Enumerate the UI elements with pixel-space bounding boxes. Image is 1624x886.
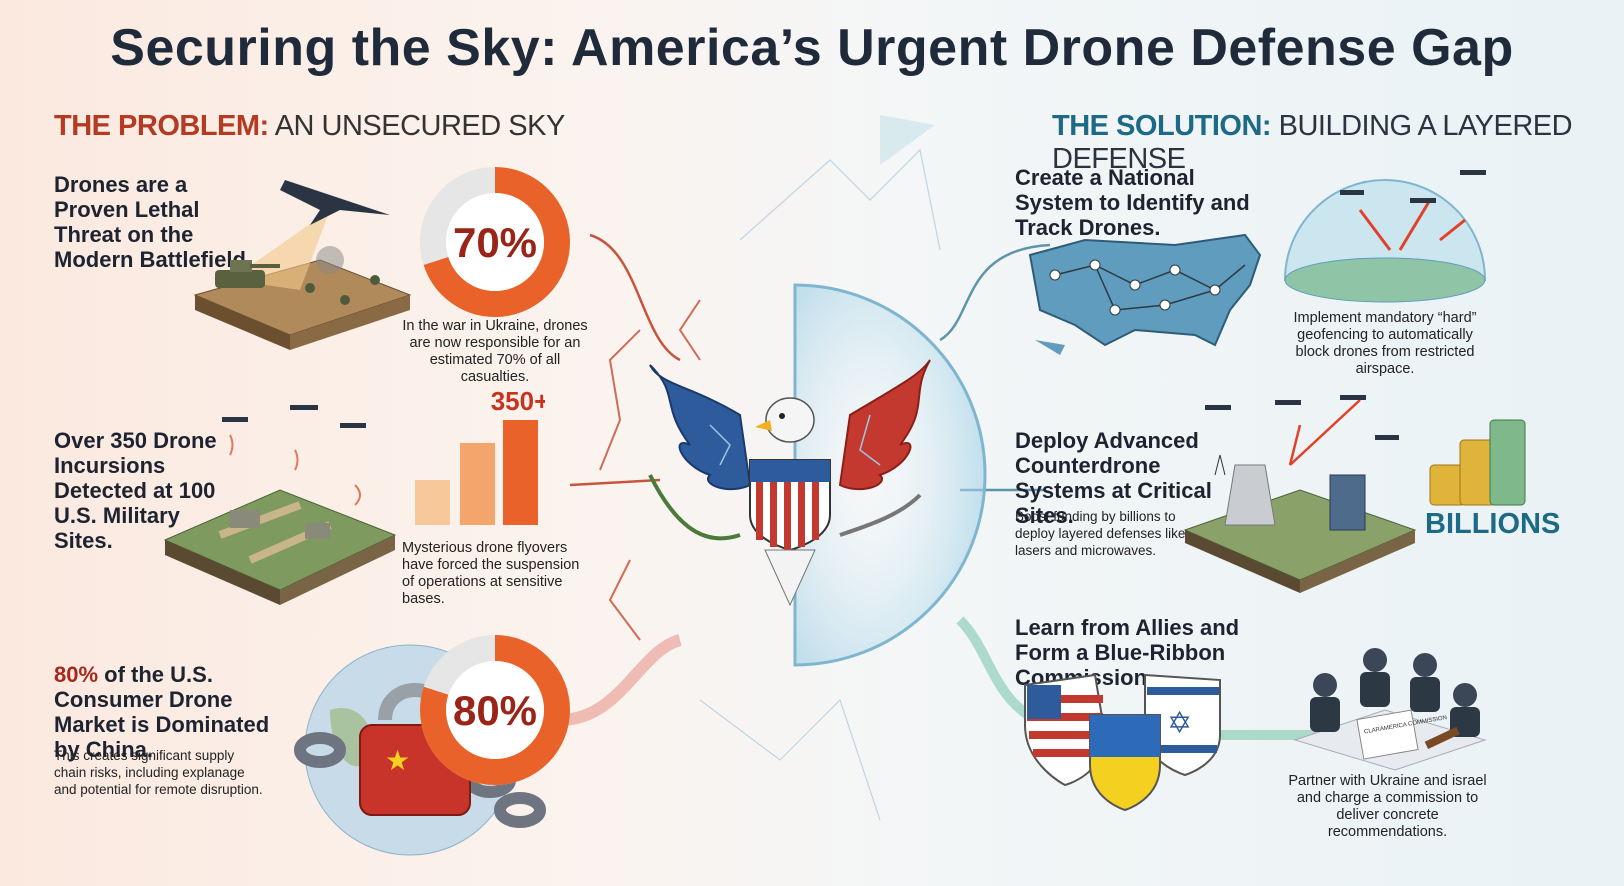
bar-1 [415,480,450,525]
solution-3-heading: Learn from Allies and Form a Blue-Ribbon… [1015,615,1240,690]
svg-text:✡: ✡ [1167,706,1192,741]
problem-1-heading: Drones are a Proven Lethal Threat on the… [54,172,253,272]
problem-3-heading: 80% of the U.S. Consumer Drone Market is… [54,662,294,762]
drone-icon [280,180,390,225]
gavel-icon [1424,726,1460,749]
drone-icon [222,405,366,428]
military-base-illustration [163,405,397,605]
incursions-bar-chart: 350+ [415,386,545,525]
problem-section-header: THE PROBLEM: AN UNSECURED SKY [54,110,565,143]
problem-label: THE PROBLEM: [54,110,269,142]
stat-70-donut: 70% [420,167,570,317]
eagle-emblem [648,283,987,667]
bar-3 [503,420,538,525]
coins-icon [1429,419,1526,506]
us-flag-shield [1024,673,1107,787]
solution-1-caption: Implement mandatory “hard” geofencing to… [1293,310,1477,377]
battlefield-illustration [193,180,412,350]
stat-80-value: 80% [453,687,537,734]
svg-text:★: ★ [385,744,410,777]
geofence-dome-illustration [1283,170,1487,303]
solution-3-caption: Partner with Ukraine and israel and char… [1288,773,1487,840]
solution-2-heading: Deploy Advanced Counterdrone Systems at … [1015,428,1212,528]
solution-1-heading: Create a National System to Identify and… [1015,165,1250,240]
billions-label: BILLIONS [1425,508,1561,540]
solution-section-header: THE SOLUTION: BUILDING A LAYERED DEFENSE [1052,110,1624,176]
critical-site-illustration [1183,395,1417,593]
stat-350-value: 350+ [491,386,545,416]
commission-meeting-illustration: CLARAMERICA COMMISSION [1293,648,1487,771]
problem-2-caption: Mysterious drone flyovers have forced th… [402,540,580,607]
stat-70-value: 70% [453,219,537,266]
problem-3-highlight: 80% [54,662,99,687]
drone-icon [1205,395,1399,440]
tank-icon [215,260,280,288]
page-title: Securing the Sky: America’s Urgent Drone… [110,19,1514,77]
problem-1-caption: In the war in Ukraine, drones are now re… [402,318,588,385]
problem-2-heading: Over 350 Drone Incursions Detected at 10… [54,428,217,553]
us-map-illustration [1028,233,1262,355]
problem-3-heading-text: of the U.S. Consumer Drone Market is Dom… [54,662,270,762]
solution-label: THE SOLUTION: [1052,110,1272,142]
drone-icon [1340,170,1486,203]
stat-80-donut: 80% [420,635,570,785]
bar-2 [460,443,495,525]
solution-2-caption: Boost funding by billions to deploy laye… [1015,509,1186,558]
israel-flag-shield: ✡ [1144,673,1221,777]
problem-3-caption: This creates significant supply chain ri… [54,748,263,797]
ally-shields: ✡ [1024,673,1221,812]
ukraine-flag-shield [1089,714,1161,812]
problem-subtitle: AN UNSECURED SKY [274,110,566,142]
solution-subtitle: BUILDING A LAYERED DEFENSE [1052,110,1573,175]
